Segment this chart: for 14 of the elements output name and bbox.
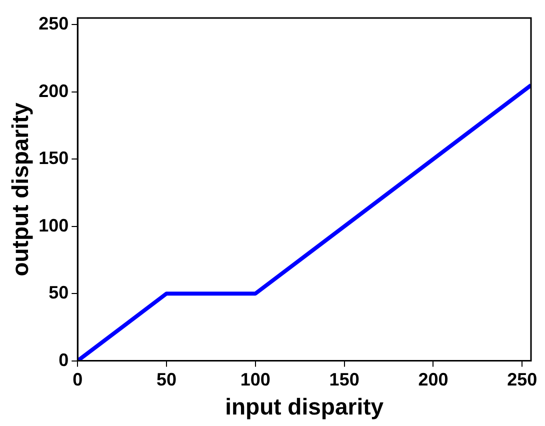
- x-tick-label: 0: [72, 370, 83, 390]
- x-axis-title: input disparity: [225, 394, 384, 420]
- x-tick-label: 200: [418, 370, 448, 390]
- y-tick-label: 100: [38, 215, 69, 236]
- y-tick-label: 0: [58, 350, 69, 370]
- y-axis-title: output disparity: [7, 102, 34, 276]
- x-tick-label: 50: [156, 370, 177, 390]
- y-tick-label: 250: [38, 14, 69, 34]
- y-tick-label: 150: [38, 148, 69, 168]
- x-tick-label: 150: [329, 370, 360, 390]
- y-tick-label: 50: [48, 282, 69, 303]
- x-tick-label: 100: [240, 370, 270, 390]
- x-tick-label: 250: [507, 370, 538, 390]
- y-tick-label: 200: [38, 80, 69, 101]
